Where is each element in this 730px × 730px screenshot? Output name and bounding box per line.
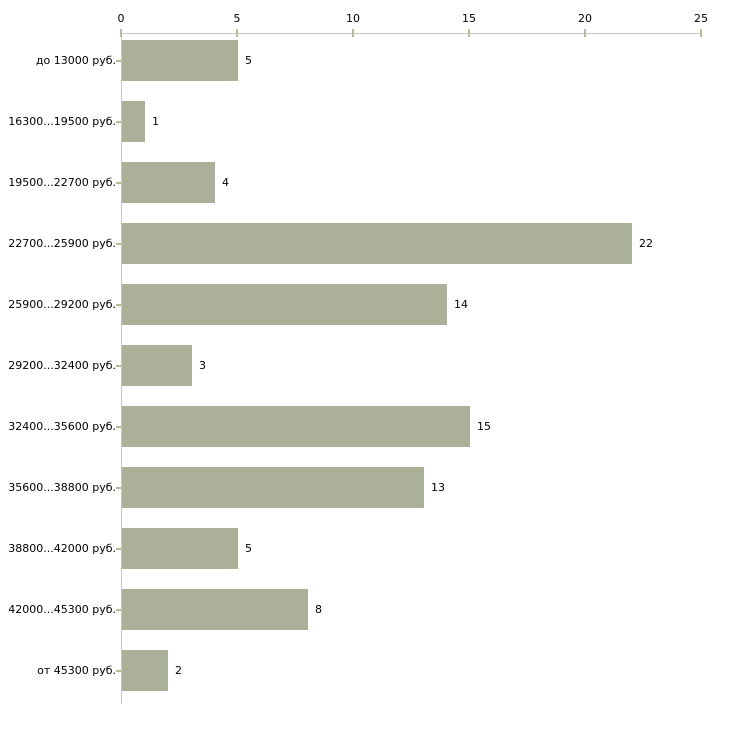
category-label: 19500...22700 руб. [8,176,116,189]
chart-row: 19500...22700 руб. 4 [0,152,730,213]
x-axis-tick [236,29,238,37]
y-axis-tick [116,364,121,367]
x-axis-tick [468,29,470,37]
chart-row: 38800...42000 руб. 5 [0,518,730,579]
y-axis-tick [116,181,121,184]
chart-row: 16300...19500 руб. 1 [0,91,730,152]
x-axis-tick-label: 5 [233,12,241,25]
value-label: 3 [199,359,206,372]
y-axis-tick [116,303,121,306]
value-label: 22 [639,237,653,250]
y-axis-tick [116,486,121,489]
bar [122,650,168,691]
bar [122,162,215,203]
y-axis-tick [116,425,121,428]
category-label: 29200...32400 руб. [8,359,116,372]
chart-row: 29200...32400 руб. 3 [0,335,730,396]
x-axis-tick [352,29,354,37]
category-label: 22700...25900 руб. [8,237,116,250]
category-label: до 13000 руб. [35,54,116,67]
category-label: от 45300 руб. [37,664,116,677]
category-label: 32400...35600 руб. [8,420,116,433]
y-axis-tick [116,120,121,123]
category-label: 35600...38800 руб. [8,481,116,494]
y-axis-line [121,33,122,704]
chart-row: от 45300 руб. 2 [0,640,730,701]
value-label: 5 [245,542,252,555]
chart-row: 32400...35600 руб. 15 [0,396,730,457]
category-label: 38800...42000 руб. [8,542,116,555]
x-axis-tick-label: 15 [462,12,476,25]
x-axis-tick-label: 25 [694,12,708,25]
x-axis-tick-label: 20 [578,12,592,25]
category-label: 16300...19500 руб. [8,115,116,128]
chart-row: 25900...29200 руб. 14 [0,274,730,335]
chart-row: 42000...45300 руб. 8 [0,579,730,640]
x-axis-tick [700,29,702,37]
value-label: 5 [245,54,252,67]
y-axis-tick [116,608,121,611]
x-axis-tick-label: 10 [346,12,360,25]
value-label: 2 [175,664,182,677]
chart-row: до 13000 руб. 5 [0,30,730,91]
bar [122,345,192,386]
value-label: 13 [431,481,445,494]
bar [122,406,470,447]
y-axis-tick [116,59,121,62]
value-label: 15 [477,420,491,433]
y-axis-tick [116,547,121,550]
bar [122,467,424,508]
value-label: 1 [152,115,159,128]
value-label: 8 [315,603,322,616]
chart-row: 35600...38800 руб. 13 [0,457,730,518]
chart-row: 22700...25900 руб. 22 [0,213,730,274]
x-axis-tick-label: 0 [117,12,125,25]
bar [122,284,447,325]
bar [122,101,145,142]
value-label: 14 [454,298,468,311]
category-label: 25900...29200 руб. [8,298,116,311]
x-axis-tick [584,29,586,37]
bar [122,528,238,569]
y-axis-tick [116,669,121,672]
bar [122,223,632,264]
y-axis-tick [116,242,121,245]
x-axis-tick [120,29,122,37]
x-axis-line [121,33,702,34]
category-label: 42000...45300 руб. [8,603,116,616]
value-label: 4 [222,176,229,189]
bar [122,40,238,81]
bar [122,589,308,630]
